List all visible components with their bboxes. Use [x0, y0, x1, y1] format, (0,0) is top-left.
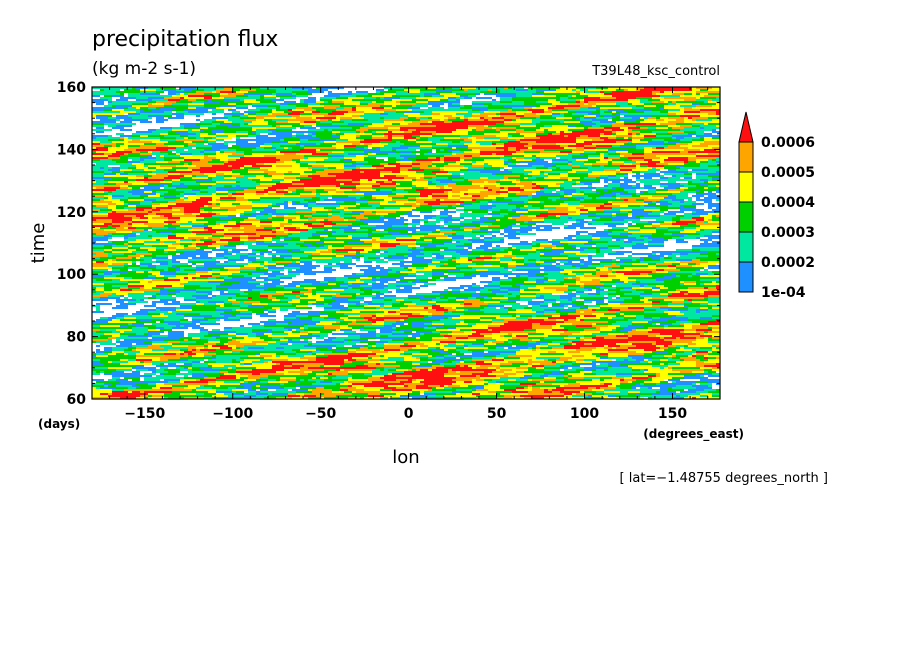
- colorbar-label: 1e-04: [761, 285, 806, 301]
- colorbar-label: 0.0002: [761, 255, 815, 271]
- x-tick-label: 50: [487, 406, 507, 422]
- colorbar-label: 0.0003: [761, 225, 815, 241]
- colorbar-segment: [738, 231, 754, 263]
- x-tick-label: −50: [305, 406, 336, 422]
- y-tick-label: 100: [57, 267, 86, 283]
- colorbar: 1e-04 0.0002 0.0003 0.0004 0.0005 0.0006: [738, 111, 815, 301]
- y-tick-label: 80: [67, 330, 87, 346]
- x-tick-label: 150: [658, 406, 687, 422]
- y-axis-units: (days): [38, 417, 80, 431]
- y-tick-label: 140: [57, 142, 86, 158]
- x-axis-label: lon: [392, 447, 419, 468]
- y-axis-label: time: [28, 223, 49, 264]
- colorbar-segment: [738, 141, 754, 173]
- x-tick-label: −100: [212, 406, 253, 422]
- experiment-label: T39L48_ksc_control: [591, 64, 720, 79]
- y-tick-label: 160: [57, 80, 86, 96]
- x-tick-label: −150: [124, 406, 165, 422]
- x-axis: −150 −100 −50 0 50 100 150: [109, 87, 709, 422]
- colorbar-segment: [738, 261, 754, 293]
- colorbar-segment: [738, 201, 754, 233]
- colorbar-segment: [738, 171, 754, 203]
- x-axis-units: (degrees_east): [643, 427, 744, 442]
- precipitation-field: [92, 87, 720, 399]
- y-axis: 60 80 100 120 140 160: [57, 80, 720, 408]
- y-tick-label: 120: [57, 205, 86, 221]
- latitude-annotation: [ lat=−1.48755 degrees_north ]: [620, 471, 828, 486]
- colorbar-label: 0.0004: [761, 195, 815, 211]
- chart-units: (kg m-2 s-1): [92, 59, 196, 79]
- chart-title: precipitation flux: [92, 27, 278, 52]
- y-tick-label: 60: [67, 392, 87, 408]
- x-tick-label: 0: [404, 406, 414, 422]
- colorbar-label: 0.0005: [761, 165, 815, 181]
- x-tick-label: 100: [570, 406, 599, 422]
- colorbar-label: 0.0006: [761, 135, 815, 151]
- colorbar-extend-max: [738, 111, 754, 143]
